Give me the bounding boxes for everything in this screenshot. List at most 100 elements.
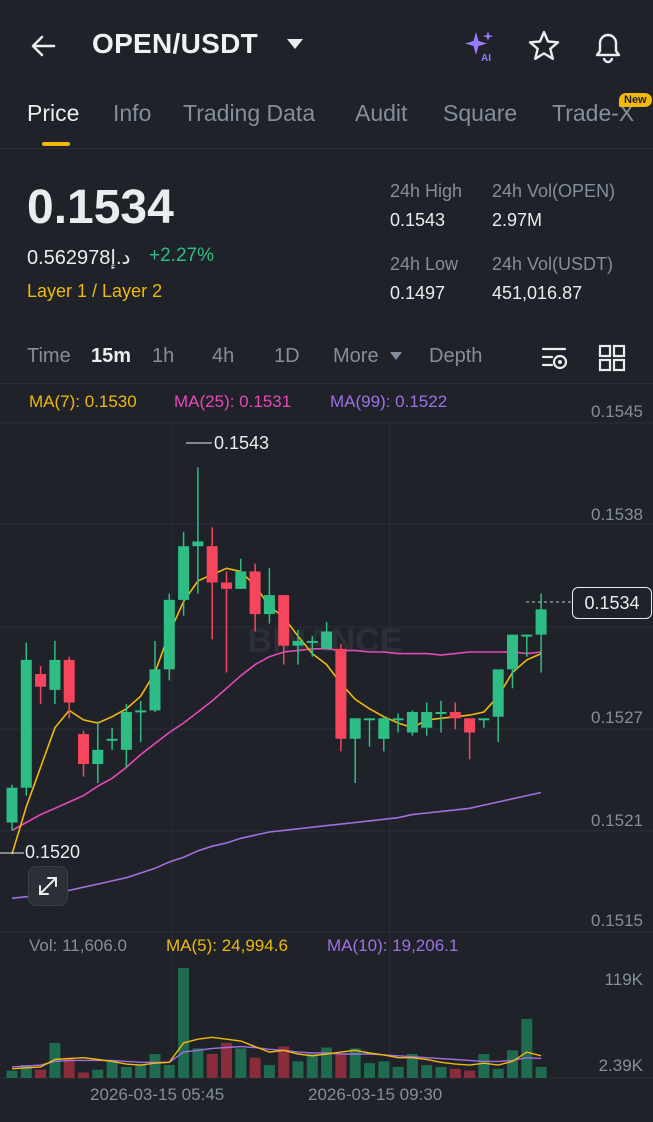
candle-down	[464, 718, 476, 733]
volume-bar	[478, 1053, 490, 1078]
tf-4h[interactable]: 4h	[212, 345, 235, 367]
high-value: 0.1543	[390, 210, 446, 230]
chart-settings-button[interactable]	[539, 342, 571, 374]
high-label: 24h High	[390, 181, 463, 201]
candle-up	[492, 669, 504, 717]
candle-up	[478, 718, 490, 721]
new-badge: New	[619, 93, 652, 107]
volume-bar	[335, 1053, 347, 1078]
pair-title[interactable]: OPEN/USDT	[92, 28, 259, 59]
volume-bar	[292, 1061, 304, 1078]
candle-up	[292, 640, 304, 646]
last-price: 0.1534	[27, 181, 174, 234]
chevron-down-icon[interactable]	[287, 39, 303, 49]
ai-button[interactable]: AI	[462, 28, 498, 64]
volume-legend: Vol: 11,606.0	[29, 936, 127, 955]
back-button[interactable]	[24, 26, 64, 66]
tabs-divider	[0, 148, 653, 149]
volume-bar	[306, 1053, 318, 1078]
sparkle-ai-icon: AI	[465, 31, 493, 64]
candle-up	[235, 571, 247, 589]
candle-down	[335, 648, 347, 739]
price-change-percent: +2.27%	[149, 245, 214, 266]
volume-bar	[364, 1063, 375, 1078]
min-price-label: 0.1520	[25, 842, 81, 862]
arrow-left-icon	[31, 35, 56, 57]
volume-bar	[535, 1066, 547, 1078]
favorite-button[interactable]	[526, 28, 562, 64]
volume-bar	[378, 1061, 390, 1078]
candle-up	[406, 711, 418, 733]
candle-up	[106, 738, 118, 741]
tf-time[interactable]: Time	[27, 345, 71, 367]
candle-up	[49, 659, 61, 690]
candle-up	[20, 659, 32, 788]
local-currency-price: 0.562978د.إ	[27, 247, 131, 269]
volume-bar	[421, 1065, 433, 1078]
candle-up	[378, 718, 390, 739]
tf-15m[interactable]: 15m	[91, 345, 132, 367]
volume-bar	[349, 1048, 361, 1078]
ma99-line	[11, 791, 542, 900]
vol-open-label: 24h Vol(OPEN)	[492, 181, 616, 201]
candle-up	[349, 718, 361, 739]
volume-bar	[249, 1057, 261, 1078]
candle-up	[435, 711, 447, 714]
candle-down	[63, 659, 75, 703]
time-axis-label: 2026-03-15 05:45	[90, 1085, 225, 1104]
tab-trading-data[interactable]: Trading Data	[183, 100, 316, 126]
ma25-line	[11, 647, 542, 832]
candle-up	[192, 541, 204, 547]
candle-up	[421, 711, 433, 728]
max-price-label: 0.1543	[214, 433, 270, 453]
volume-bar	[92, 1069, 104, 1078]
volume-bar	[449, 1068, 461, 1078]
volume-bar	[149, 1053, 161, 1078]
volume-bar	[63, 1057, 75, 1078]
fullscreen-button[interactable]	[28, 866, 68, 906]
ma25-legend: MA(25): 0.1531	[174, 392, 292, 411]
chart-settings-icon	[541, 347, 568, 370]
tab-square[interactable]: Square	[443, 100, 518, 126]
volume-bar	[35, 1069, 47, 1078]
volume-bar	[206, 1053, 218, 1078]
vol-usdt-label: 24h Vol(USDT)	[492, 254, 614, 274]
volume-axis-label: 119K	[604, 970, 643, 989]
volume-bar	[192, 1048, 204, 1078]
volume-bar	[20, 1065, 32, 1078]
candle-down	[221, 582, 232, 589]
candle-up	[178, 546, 190, 600]
tf-1h[interactable]: 1h	[152, 345, 175, 367]
candle-up	[364, 718, 375, 721]
volume-axis-label: 2.39K	[598, 1056, 643, 1075]
ma99-legend: MA(99): 0.1522	[330, 392, 448, 411]
volume-bar	[49, 1042, 61, 1078]
bell-icon	[595, 33, 621, 64]
tf-depth[interactable]: Depth	[429, 345, 483, 367]
price-axis-label: 0.1521	[591, 811, 643, 830]
tf-more[interactable]: More	[333, 345, 379, 367]
candle-down	[78, 734, 89, 765]
ai-label: AI	[481, 53, 491, 64]
notification-button[interactable]	[589, 26, 627, 66]
candle-down	[35, 674, 47, 687]
expand-icon	[39, 877, 57, 895]
volume-bar	[521, 1018, 533, 1078]
tab-audit[interactable]: Audit	[355, 100, 408, 126]
candle-up	[163, 599, 175, 670]
vol-ma5-legend: MA(5): 24,994.6	[166, 936, 288, 955]
layout-button[interactable]	[596, 342, 628, 374]
candle-up	[392, 718, 404, 721]
volume-bar	[78, 1072, 89, 1078]
grid-layout-icon	[598, 344, 626, 372]
ma7-line	[11, 567, 542, 855]
category-tags[interactable]: Layer 1 / Layer 2	[27, 281, 163, 301]
tab-info[interactable]: Info	[113, 100, 152, 126]
candle-up	[6, 787, 18, 823]
candle-up	[149, 669, 161, 711]
candle-up	[120, 711, 132, 750]
tab-price[interactable]: Price	[27, 100, 80, 126]
volume-bar	[278, 1046, 290, 1078]
tf-1d[interactable]: 1D	[274, 345, 300, 367]
